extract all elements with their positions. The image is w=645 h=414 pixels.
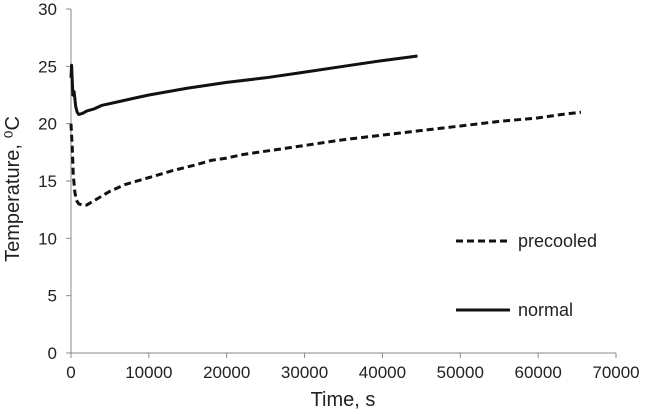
x-tick-label: 50000 bbox=[437, 363, 484, 382]
series-line-normal bbox=[69, 54, 418, 116]
y-tick-label: 10 bbox=[38, 229, 57, 248]
y-tick-label: 15 bbox=[38, 172, 57, 191]
y-tick-label: 5 bbox=[48, 287, 57, 306]
x-tick-label: 70000 bbox=[592, 363, 639, 382]
y-tick-label: 30 bbox=[38, 0, 57, 19]
x-tick-label: 20000 bbox=[203, 363, 250, 382]
y-tick-label: 20 bbox=[38, 115, 57, 134]
y-tick-label: 0 bbox=[48, 344, 57, 363]
y-axis-label: Temperature, ⁰C bbox=[2, 116, 24, 262]
x-tick-label: 60000 bbox=[515, 363, 562, 382]
x-tick-label: 10000 bbox=[125, 363, 172, 382]
x-axis-label: Time, s bbox=[311, 389, 376, 411]
legend: precooled normal bbox=[456, 231, 597, 320]
ticks: 0 10000 20000 30000 40000 50000 60000 70000 0 5 10… bbox=[38, 0, 640, 382]
series-line-precooled bbox=[69, 110, 582, 207]
x-tick-label: 0 bbox=[66, 363, 75, 382]
x-tick-label: 40000 bbox=[359, 363, 406, 382]
x-tick-label: 30000 bbox=[281, 363, 328, 382]
y-tick-label: 25 bbox=[38, 57, 57, 76]
legend-label-normal: normal bbox=[518, 300, 573, 320]
legend-label-precooled: precooled bbox=[518, 231, 597, 251]
series-group bbox=[69, 54, 582, 207]
